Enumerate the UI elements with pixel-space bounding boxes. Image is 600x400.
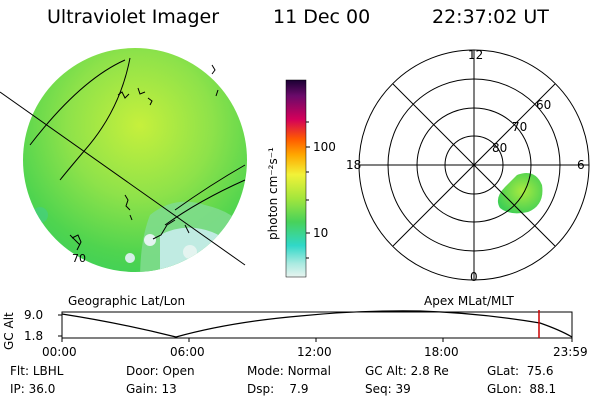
instrument-title: Ultraviolet Imager xyxy=(47,6,220,28)
glon-value: 88.1 xyxy=(529,382,557,396)
gcalt-value: 2.8 Re xyxy=(410,364,449,378)
colorbar-tick-10: 10 xyxy=(313,226,329,240)
polar-label-12: 12 xyxy=(468,48,484,62)
geo-grid-lines xyxy=(0,57,246,266)
mode-value: Normal xyxy=(287,364,331,378)
time-tick-0600: 06:00 xyxy=(170,345,205,359)
alt-ytick-9: 9.0 xyxy=(24,308,44,322)
seq-value: 39 xyxy=(395,382,411,396)
info-gcalt: GC Alt: 2.8 Re xyxy=(365,364,449,378)
time-label: 22:37:02 UT xyxy=(432,6,549,28)
info-seq: Seq: 39 xyxy=(365,382,411,396)
polar-plot xyxy=(358,49,590,281)
door-value: Open xyxy=(162,364,195,378)
info-mode: Mode: Normal xyxy=(247,364,331,378)
left-panel-label: Geographic Lat/Lon xyxy=(68,294,186,308)
polar-label-18: 18 xyxy=(346,158,362,172)
info-dsp: Dsp: 7.9 xyxy=(247,382,309,396)
geo-corner-label: 70 xyxy=(72,252,86,265)
filter-value: LBHL xyxy=(32,364,64,378)
colorbar-unit-label: photon cm⁻²s⁻¹ xyxy=(266,147,280,240)
info-ip: IP: 36.0 xyxy=(10,382,56,396)
right-panel-label: Apex MLat/MLT xyxy=(424,294,514,308)
colorbar-tick-100: 100 xyxy=(313,140,336,154)
coastlines xyxy=(71,64,219,251)
glat-value: 75.6 xyxy=(526,364,554,378)
colorbar xyxy=(285,79,310,278)
polar-label-0: 0 xyxy=(470,270,478,284)
info-glat: GLat: 75.6 xyxy=(487,364,554,378)
info-filter: Flt: LBHL xyxy=(10,364,64,378)
date-label: 11 Dec 00 xyxy=(273,6,371,28)
time-tick-0000: 00:00 xyxy=(42,345,77,359)
time-tick-1800: 18:00 xyxy=(424,345,459,359)
dsp-value: 7.9 xyxy=(289,382,309,396)
polar-label-6: 6 xyxy=(577,158,585,172)
polar-lat-80: 80 xyxy=(492,141,508,155)
altitude-strip xyxy=(58,310,573,342)
alt-strip-ylabel: GC Alt xyxy=(2,312,16,350)
auroral-oval-blob xyxy=(497,172,543,214)
time-tick-1200: 12:00 xyxy=(297,345,332,359)
geographic-image xyxy=(0,48,247,272)
info-gain: Gain: 13 xyxy=(126,382,177,396)
time-tick-2359: 23:59 xyxy=(553,345,588,359)
gain-value: 13 xyxy=(161,382,177,396)
polar-lat-70: 70 xyxy=(512,120,528,134)
info-glon: GLon: 88.1 xyxy=(487,382,557,396)
alt-ytick-1_8: 1.8 xyxy=(24,329,44,343)
info-door: Door: Open xyxy=(126,364,195,378)
ip-value: 36.0 xyxy=(28,382,56,396)
polar-lat-60: 60 xyxy=(536,98,552,112)
